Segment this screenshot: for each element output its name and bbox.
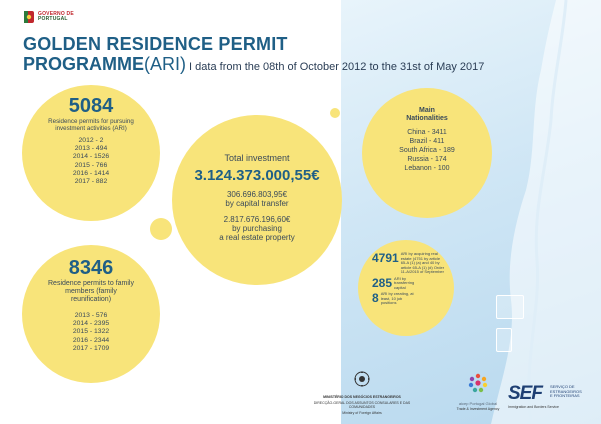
breakdown-number: 8 (372, 291, 379, 305)
sef-logo: SEF SERVIÇO DE ESTRANGEIROS E FRONTEIRAS… (508, 383, 596, 409)
year-item: 2013 - 576 (74, 312, 108, 319)
title-ari: (ARI) (144, 54, 186, 74)
nationalities-header-line2: Nationalities (406, 115, 448, 122)
real-estate-amount: 2.817.676.196,60€ (223, 215, 291, 224)
sef-caption: Immigration and Borders Service (508, 405, 559, 409)
year-item: 2016 - 1414 (72, 169, 110, 177)
portugal-map-background (341, 0, 601, 424)
real-estate-desc1: by purchasing (232, 224, 282, 233)
real-estate-purchase: 2.817.676.196,60€ by purchasing a real e… (172, 215, 342, 242)
breakdown-text: ARI by transferring capital (394, 275, 415, 290)
nationality-item: Lebanon - 100 (404, 165, 450, 172)
mne-logo: MINISTÉRIO DOS NEGÓCIOS ESTRANGEIROS DIR… (312, 370, 412, 415)
page-title-line1: GOLDEN RESIDENCE PERMIT (23, 34, 288, 54)
family-permits-circle: 8346 Residence permits to family members… (22, 245, 160, 383)
coat-of-arms-icon (354, 371, 370, 387)
azores-inset-map (496, 295, 524, 319)
year-item: 2015 - 1322 (72, 328, 110, 336)
title-date-range: I data from the 08th of October 2012 to … (186, 61, 485, 73)
breakdown-jobs: 8 ARI by creating, at least, 10 job posi… (358, 291, 454, 306)
title-programme: PROGRAMME (23, 54, 144, 74)
nationalities-header-line1: Main (419, 107, 435, 114)
capital-transfer: 306.696.803,95€ by capital transfer (172, 190, 342, 208)
nationalities-list: China - 3411 Brazil - 411 South Africa -… (362, 128, 492, 173)
year-item: 2015 - 766 (74, 161, 108, 169)
breakdown-text: ARI by creating, at least, 10 job positi… (380, 291, 414, 305)
year-item: 2014 - 1526 (72, 153, 110, 161)
year-item: 2017 - 1709 (72, 344, 110, 352)
aicep-logo: aicep Portugal Global Trade & Investment… (448, 372, 508, 411)
investment-permits-number: 5084 (68, 95, 114, 117)
breakdown-number: 285 (372, 275, 393, 290)
year-item: 2014 - 2395 (72, 320, 110, 328)
investment-permits-years: 2012 - 2 2013 - 494 2014 - 1526 2015 - 7… (22, 137, 160, 186)
sef-side-line: E FRONTEIRAS (550, 393, 580, 398)
year-item: 2012 - 2 (78, 137, 104, 144)
governo-de-portugal-logo: GOVERNO DE PORTUGAL (23, 10, 74, 24)
investment-permits-desc: Residence permits for pursuing investmen… (48, 118, 134, 132)
sef-side-line: SERVIÇO DE (550, 384, 575, 389)
mne-line2: DIRECÇÃO-GERAL DOS ASSUNTOS CONSULARES E… (313, 401, 411, 409)
capital-desc: by capital transfer (225, 199, 289, 208)
family-permits-number: 8346 (68, 257, 114, 279)
breakdown-number: 4791 (372, 251, 399, 265)
total-investment-circle: Total investment 3.124.373.000,55€ 306.6… (172, 115, 342, 285)
aicep-dots-icon (468, 373, 488, 393)
portugal-crest-icon (24, 11, 34, 23)
madeira-inset-map (496, 328, 512, 352)
mne-line1: MINISTÉRIO DOS NEGÓCIOS ESTRANGEIROS (323, 395, 401, 399)
page-title-line2: PROGRAMME(ARI) I data from the 08th of O… (23, 54, 484, 75)
gov-line1: GOVERNO DE (38, 11, 74, 17)
breakdown-text: ARI by acquiring real estate (4751 by ar… (400, 251, 445, 274)
nationality-item: China - 3411 (407, 129, 447, 136)
year-item: 2013 - 494 (74, 145, 108, 153)
total-investment-value: 3.124.373.000,55€ (194, 167, 320, 184)
breakdown-capital: 285 ARI by transferring capital (358, 275, 454, 291)
nationalities-header: Main Nationalities (362, 107, 492, 123)
nationality-item: Russia - 174 (407, 156, 447, 163)
year-item: 2017 - 882 (74, 178, 108, 186)
nationality-item: Brazil - 411 (409, 138, 445, 145)
breakdown-real-estate: 4791 ARI by acquiring real estate (4751 … (358, 251, 454, 275)
total-investment-label: Total investment (224, 153, 290, 163)
year-item: 2016 - 2344 (72, 336, 110, 344)
aicep-name: aicep Portugal Global (458, 401, 498, 406)
sef-mark: SEF (508, 383, 543, 404)
investment-permits-circle: 5084 Residence permits for pursuing inve… (22, 85, 160, 221)
decorative-circle (330, 108, 340, 118)
real-estate-desc2: a real estate property (219, 233, 295, 242)
gov-line2: PORTUGAL (38, 16, 68, 22)
decorative-circle (150, 218, 172, 240)
nationalities-circle: Main Nationalities China - 3411 Brazil -… (362, 88, 492, 218)
capital-amount: 306.696.803,95€ (226, 190, 288, 199)
sef-side-text: SERVIÇO DE ESTRANGEIROS E FRONTEIRAS (550, 384, 582, 399)
family-permits-desc: Residence permits to family members (fam… (48, 280, 134, 303)
aicep-caption: Trade & Investment Agency (456, 407, 500, 411)
family-permits-years: 2013 - 576 2014 - 2395 2015 - 1322 2016 … (22, 312, 160, 353)
mne-caption: Ministry of Foreign Affairs (342, 411, 382, 415)
nationality-item: South Africa - 189 (399, 147, 455, 154)
breakdown-circle: 4791 ARI by acquiring real estate (4751 … (358, 240, 454, 336)
sef-side-line: ESTRANGEIROS (550, 388, 582, 394)
